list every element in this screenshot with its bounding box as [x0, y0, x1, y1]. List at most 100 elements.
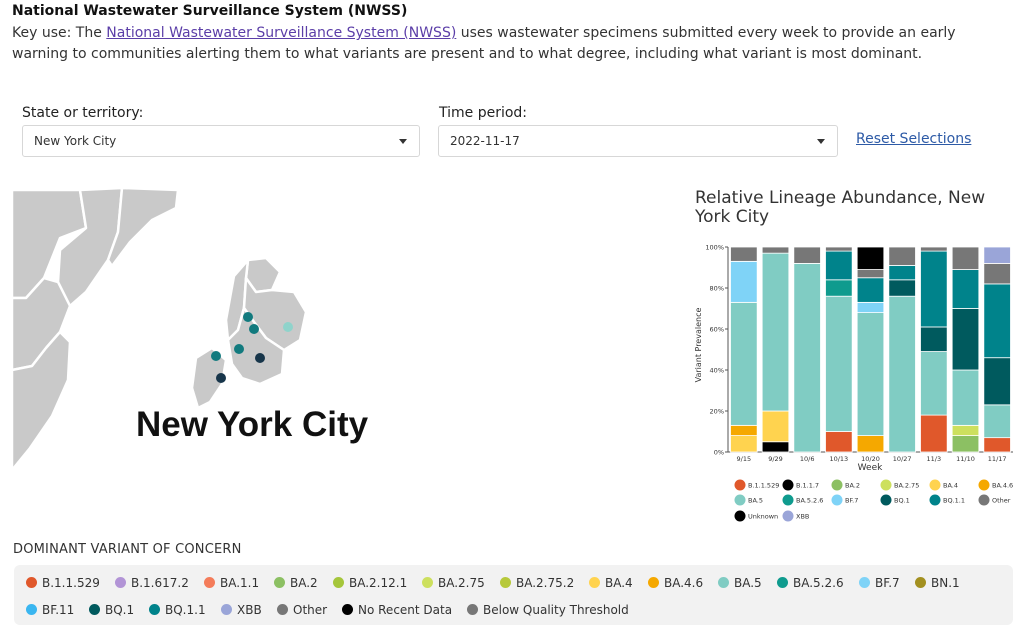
chart-legend-label: B.1.1.529 [748, 481, 779, 489]
chart-bar-segment[interactable] [856, 269, 885, 279]
chart-bar-segment[interactable] [730, 260, 758, 303]
legend-item: No Recent Data [342, 603, 452, 617]
legend-label: Below Quality Threshold [483, 603, 629, 617]
chart-legend-label: BA.5 [748, 496, 763, 504]
chart-bar-segment[interactable] [825, 250, 853, 281]
chart-legend-swatch [734, 510, 746, 522]
chart-bar-segment[interactable] [856, 435, 885, 453]
chart-x-tick-label: 11/3 [927, 455, 942, 463]
chart-bar-segment[interactable] [856, 301, 885, 313]
legend-swatch [467, 604, 478, 615]
chart-bar-segment[interactable] [888, 246, 916, 266]
state-select[interactable]: New York City [22, 125, 420, 157]
chart-bar-segment[interactable] [761, 246, 790, 254]
chart-y-tick-label: 0% [714, 449, 724, 457]
chart-bar-segment[interactable] [793, 262, 821, 453]
legend-label: XBB [237, 603, 262, 617]
legend-swatch [859, 577, 870, 588]
chart-bar-segment[interactable] [920, 414, 948, 453]
legend-swatch [149, 604, 160, 615]
chart-bar-segment[interactable] [825, 279, 853, 297]
chart-y-tick-label: 80% [710, 285, 724, 293]
chart-legend-swatch [880, 494, 892, 506]
legend-item: BA.2.12.1 [333, 576, 407, 590]
map-borough-staten-island [190, 346, 228, 410]
chart-bar-segment[interactable] [951, 435, 980, 453]
chart-bar-segment[interactable] [761, 252, 790, 412]
chart-y-tick-label: 60% [710, 326, 724, 334]
chart-y-tick-label: 40% [710, 367, 724, 375]
legend-item: Other [277, 603, 327, 617]
chart-bar-segment[interactable] [920, 250, 948, 328]
chart-bar-segment[interactable] [951, 246, 980, 270]
legend-label: B.1.617.2 [131, 576, 189, 590]
chart-legend-label: BA.2.75 [894, 481, 919, 489]
reset-selections-link[interactable]: Reset Selections [856, 131, 972, 147]
map-site-marker[interactable] [243, 312, 253, 322]
chart-bar-segment[interactable] [983, 283, 1011, 359]
legend-item: BA.5 [718, 576, 762, 590]
chart-bar-segment[interactable] [951, 269, 980, 309]
legend-swatch [115, 577, 126, 588]
chart-bar-segment[interactable] [983, 437, 1011, 453]
chart-bar-segment[interactable] [920, 351, 948, 416]
chart-bar-segment[interactable] [730, 435, 758, 453]
chart-x-tick-label: 11/10 [956, 455, 975, 463]
chart-bar-segment[interactable] [825, 295, 853, 432]
chart-bar-segment[interactable] [856, 246, 885, 270]
legend-label: No Recent Data [358, 603, 453, 617]
legend-label: BQ.1.1 [165, 603, 206, 617]
chart-bar-segment[interactable] [951, 424, 980, 437]
time-period-select[interactable]: 2022-11-17 [438, 125, 838, 157]
chart-bar-segment[interactable] [983, 246, 1011, 264]
map-site-marker[interactable] [249, 324, 259, 334]
legend-swatch [274, 577, 285, 588]
chart-bar-segment[interactable] [983, 262, 1011, 285]
chart-bar-segment[interactable] [761, 410, 790, 443]
chart-bar-segment[interactable] [825, 431, 853, 453]
chart-bar-segment[interactable] [888, 265, 916, 281]
legend-swatch [342, 604, 353, 615]
map-site-marker[interactable] [216, 373, 226, 383]
map-site-marker[interactable] [283, 322, 293, 332]
chart-bar-segment[interactable] [920, 246, 948, 252]
chart-legend-label: Unknown [748, 512, 778, 520]
legend-item: BQ.1 [89, 603, 134, 617]
chart-bar-segment[interactable] [730, 424, 758, 437]
chevron-down-icon [817, 139, 825, 144]
legend-label: BA.5.2.6 [793, 576, 844, 590]
legend-swatch [422, 577, 433, 588]
legend-item: B.1.1.529 [26, 576, 100, 590]
chart-legend-swatch [831, 479, 843, 491]
time-period-select-value: 2022-11-17 [450, 134, 520, 148]
map-site-marker[interactable] [211, 351, 221, 361]
chart-bar-segment[interactable] [730, 301, 758, 426]
legend-label: BA.2 [290, 576, 318, 590]
chart-bar-segment[interactable] [983, 357, 1011, 406]
chart-bar-segment[interactable] [856, 312, 885, 436]
chart-legend-label: BA.4.6 [992, 481, 1013, 489]
map-site-marker[interactable] [255, 353, 265, 363]
legend-label: BA.5 [734, 576, 762, 590]
legend-swatch [648, 577, 659, 588]
chart-bar-segment[interactable] [793, 246, 821, 264]
nwss-link[interactable]: National Wastewater Surveillance System … [106, 25, 457, 41]
chart-x-tick-label: 10/13 [829, 455, 848, 463]
chart-bar-segment[interactable] [983, 404, 1011, 439]
chart-bar-segment[interactable] [761, 441, 790, 453]
chart-bar-segment[interactable] [730, 246, 758, 262]
legend-label: BQ.1 [105, 603, 135, 617]
chart-bar-segment[interactable] [825, 246, 853, 252]
chart-x-tick-label: 10/6 [800, 455, 815, 463]
chart-bar-segment[interactable] [951, 308, 980, 371]
legend-item: BA.2 [274, 576, 318, 590]
chart-bar-segment[interactable] [888, 279, 916, 297]
map-site-marker[interactable] [234, 344, 244, 354]
chart-bar-segment[interactable] [856, 277, 885, 303]
legend-swatch [333, 577, 344, 588]
chart-bar-segment[interactable] [920, 326, 948, 352]
nyc-map[interactable] [0, 180, 340, 480]
chart-bar-segment[interactable] [951, 369, 980, 426]
legend-item: BA.2.75.2 [500, 576, 574, 590]
chart-bar-segment[interactable] [888, 295, 916, 453]
